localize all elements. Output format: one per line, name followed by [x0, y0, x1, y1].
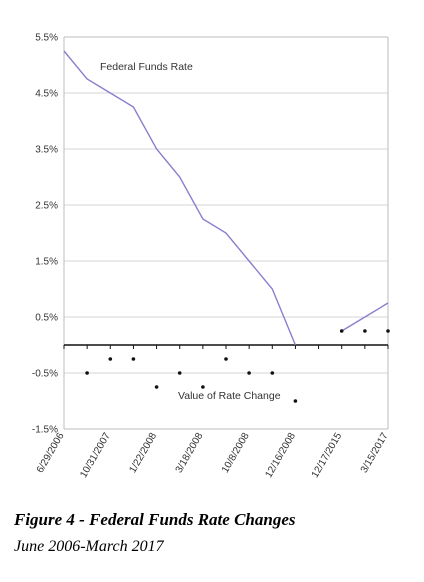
rate-change-point	[247, 371, 251, 375]
rate-change-point	[386, 329, 390, 333]
y-tick-label: 3.5%	[35, 145, 58, 156]
rate-change-point	[201, 385, 205, 389]
rate-change-point	[131, 357, 136, 361]
rate-change-point	[293, 399, 298, 403]
federal-funds-rate-line	[341, 302, 389, 332]
x-tick-label: 12/16/2008	[263, 431, 298, 480]
y-tick-label: 4.5%	[35, 89, 58, 100]
y-tick-label: -1.5%	[32, 425, 58, 436]
x-tick-label: 6/29/2006	[35, 431, 67, 475]
rate-change-point	[224, 357, 228, 361]
rate-change-point	[177, 371, 182, 375]
legend-value-of-rate-change: Value of Rate Change	[178, 390, 281, 402]
x-tick-label: 12/17/2015	[310, 431, 345, 480]
rate-change-point	[154, 385, 159, 389]
y-tick-label: 1.5%	[35, 257, 58, 268]
chart: 5.5% 4.5% 3.5% 2.5% 1.5% 0.5% -0.5% -1.5% 6/29/…	[32, 33, 391, 480]
legend-federal-funds-rate: Federal Funds Rate	[100, 61, 193, 73]
rate-change-point	[108, 357, 113, 361]
x-axis-ticks: 6/29/2006 10/31/2007 1/22/2008 3/18/2008 10/…	[35, 431, 391, 480]
y-axis-ticks: 5.5% 4.5% 3.5% 2.5% 1.5% 0.5% -0.5% -1.5%	[32, 33, 58, 436]
x-tick-label: 10/8/2008	[220, 431, 252, 475]
figure-subtitle: June 2006-March 2017	[14, 538, 164, 555]
rate-change-point	[339, 329, 344, 333]
rate-change-points	[85, 329, 390, 403]
figure-title: Figure 4 - Federal Funds Rate Changes	[14, 510, 296, 529]
axes	[63, 36, 389, 430]
y-tick-label: 0.5%	[35, 313, 58, 324]
y-tick-label: 2.5%	[35, 201, 58, 212]
x-tick-label: 3/15/2017	[359, 431, 391, 475]
x-tick-label: 3/18/2008	[174, 431, 206, 475]
gridlines	[64, 36, 388, 430]
federal-funds-rate-line	[63, 50, 297, 346]
y-tick-label: 5.5%	[35, 33, 58, 44]
rate-change-point	[363, 329, 367, 333]
rate-line-series	[63, 50, 389, 346]
x-tick-label: 10/31/2007	[78, 431, 113, 480]
rate-change-point	[85, 371, 89, 375]
x-tick-label: 1/22/2008	[127, 431, 159, 475]
y-tick-label: -0.5%	[32, 369, 58, 380]
rate-change-point	[270, 371, 275, 375]
